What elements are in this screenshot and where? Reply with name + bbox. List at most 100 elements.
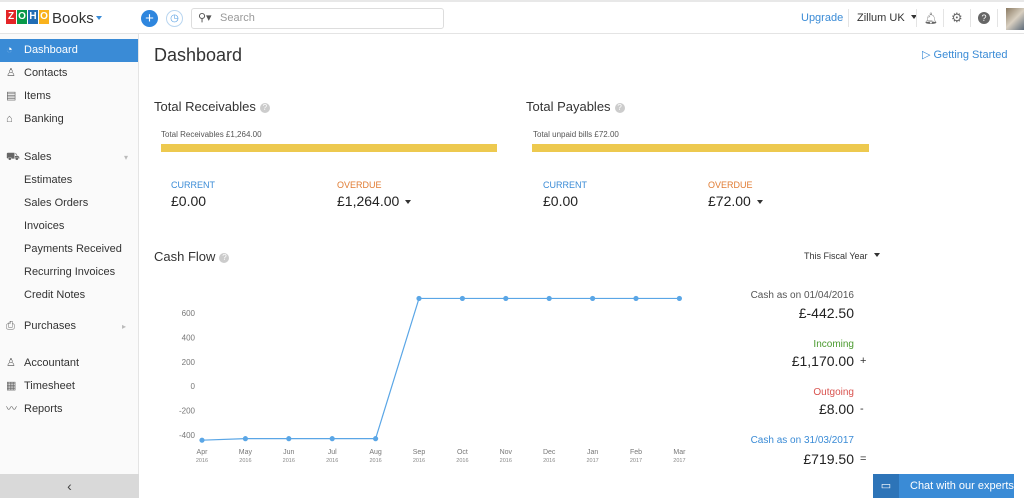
sidebar-item-purchases[interactable]: ⎙ Purchases ▸ xyxy=(0,315,138,338)
sidebar-item-reports[interactable]: 〰 Reports xyxy=(0,398,138,421)
app-name[interactable]: Books xyxy=(52,10,94,27)
collapse-sidebar-button[interactable]: ‹ xyxy=(0,474,139,498)
outgoing-amount: £8.00 xyxy=(818,401,854,417)
x-tick-label: Apr xyxy=(197,449,209,456)
data-point xyxy=(546,295,552,302)
sidebar-item-contacts[interactable]: ♙ Contacts xyxy=(0,62,138,85)
search-icon[interactable]: ⚲▾ xyxy=(198,12,212,24)
sidebar-item-banking[interactable]: ⌂ Banking xyxy=(0,108,138,131)
payables-overdue-dropdown[interactable]: £72.00 xyxy=(708,193,763,209)
help-icon[interactable]: ? xyxy=(219,253,230,263)
y-tick-label: 200 xyxy=(182,358,196,367)
user-avatar[interactable] xyxy=(1006,8,1024,30)
upgrade-link[interactable]: Upgrade xyxy=(801,12,844,24)
closing-cash-label: Cash as on 31/03/2017 xyxy=(750,435,854,446)
app-switcher-caret-icon[interactable] xyxy=(96,16,102,20)
quick-create-button[interactable]: + xyxy=(141,10,158,27)
data-point xyxy=(590,295,596,302)
data-point xyxy=(416,295,422,302)
y-tick-label: -200 xyxy=(179,407,196,416)
x-tick-year: 2016 xyxy=(500,458,512,464)
sidebar: ◔ Dashboard ♙ Contacts ▤ Items ⌂ Banking ⛟ Sa… xyxy=(0,34,139,474)
sidebar-item-credit-notes[interactable]: Credit Notes xyxy=(24,289,86,301)
data-point xyxy=(676,295,683,302)
sidebar-item-payments-received[interactable]: Payments Received xyxy=(24,243,122,255)
x-tick-year: 2016 xyxy=(239,458,251,464)
x-tick-year: 2017 xyxy=(673,458,685,464)
sidebar-item-accountant[interactable]: ♙ Accountant xyxy=(0,352,138,375)
receivables-overdue-dropdown[interactable]: £1,264.00 xyxy=(337,193,412,209)
x-tick-year: 2016 xyxy=(369,458,381,464)
y-tick-label: 600 xyxy=(182,309,196,318)
chevron-right-icon: ▸ xyxy=(121,322,126,331)
settings-gear-icon[interactable]: ⚙ xyxy=(951,10,963,25)
sidebar-item-timesheet[interactable]: ▦ Timesheet xyxy=(0,375,138,398)
help-icon[interactable]: ? xyxy=(614,103,625,113)
x-tick-year: 2016 xyxy=(196,458,208,464)
opening-cash-label: Cash as on 01/04/2016 xyxy=(750,290,854,301)
sidebar-item-recurring-invoices[interactable]: Recurring Invoices xyxy=(24,266,116,278)
chevron-down-icon: ▾ xyxy=(123,153,128,162)
cash-flow-chart: 600 400 200 0 -200 -400 Apr 2016 May 2016 Jun 2016 J… xyxy=(179,295,686,464)
period-dropdown[interactable]: This Fiscal Year xyxy=(804,251,880,261)
x-tick-year: 2017 xyxy=(630,458,642,464)
sidebar-item-items[interactable]: ▤ Items xyxy=(0,85,138,108)
y-tick-label: 400 xyxy=(182,333,196,342)
help-icon[interactable]: ? xyxy=(978,12,990,24)
payables-title: Total Payables? xyxy=(526,99,625,114)
equals-sign: = xyxy=(860,453,867,465)
x-tick-label: Feb xyxy=(630,449,642,456)
data-point xyxy=(286,436,292,442)
help-icon[interactable]: ? xyxy=(259,103,270,113)
x-tick-label: Jul xyxy=(328,449,337,456)
play-icon: ▷ xyxy=(922,49,931,61)
receivables-title: Total Receivables? xyxy=(154,99,270,114)
plus-sign: + xyxy=(860,355,867,367)
sidebar-item-estimates[interactable]: Estimates xyxy=(24,174,73,186)
receivables-bar-label: Total Receivables £1,264.00 xyxy=(161,130,262,139)
org-switcher[interactable]: Zillum UK xyxy=(857,12,917,24)
sidebar-item-dashboard[interactable]: ◔ Dashboard xyxy=(0,39,138,62)
closing-cash-amount: £719.50 xyxy=(803,451,854,467)
x-tick-year: 2016 xyxy=(326,458,338,464)
recent-history-icon[interactable]: ◷ xyxy=(166,10,183,27)
getting-started-link[interactable]: ▷ Getting Started xyxy=(922,49,1008,61)
data-point xyxy=(329,436,335,442)
sidebar-item-invoices[interactable]: Invoices xyxy=(24,220,65,232)
y-tick-label: 0 xyxy=(191,382,196,391)
chat-with-experts-button[interactable]: ▭ Chat with our experts xyxy=(873,474,1014,498)
data-point xyxy=(633,295,639,302)
x-tick-year: 2016 xyxy=(413,458,425,464)
dashboard-icon: ◔ xyxy=(6,44,13,56)
payables-overdue-label: OVERDUE xyxy=(708,180,753,190)
y-tick-label: -400 xyxy=(179,431,196,440)
receivables-overdue-label: OVERDUE xyxy=(337,180,382,190)
x-tick-label: Mar xyxy=(673,449,686,456)
contacts-icon: ♙ xyxy=(6,67,16,79)
notifications-bell-icon[interactable]: 🔔︎ xyxy=(924,13,938,25)
sidebar-item-sales[interactable]: ⛟ Sales ▾ xyxy=(0,146,138,169)
cashflow-title: Cash Flow? xyxy=(154,249,230,264)
data-point xyxy=(503,295,509,302)
data-point xyxy=(373,436,379,442)
x-tick-label: Jun xyxy=(283,449,294,456)
bag-icon: ⎙ xyxy=(6,320,15,332)
minus-sign: - xyxy=(860,403,864,415)
x-tick-label: Sep xyxy=(413,449,426,456)
sidebar-item-sales-orders[interactable]: Sales Orders xyxy=(24,197,89,209)
search-input[interactable]: ⚲▾ Search xyxy=(191,8,444,29)
cart-icon: ⛟ xyxy=(6,151,20,163)
outgoing-label: Outgoing xyxy=(813,387,854,398)
data-point xyxy=(459,295,465,302)
x-tick-year: 2016 xyxy=(456,458,468,464)
payables-bar xyxy=(532,144,869,152)
receivables-current-label: CURRENT xyxy=(171,180,215,190)
x-tick-year: 2016 xyxy=(283,458,295,464)
calendar-icon: ▦ xyxy=(6,380,17,392)
data-point xyxy=(199,437,205,443)
data-point xyxy=(242,436,248,442)
x-tick-label: May xyxy=(239,449,253,456)
x-tick-label: Nov xyxy=(500,449,513,456)
